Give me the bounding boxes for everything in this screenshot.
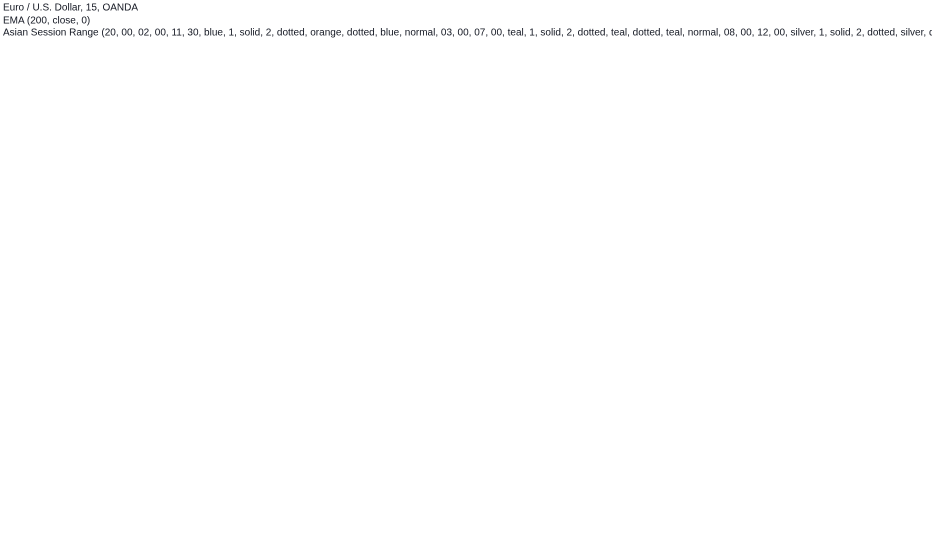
indicator: Asian Session Range (20, 00, 02, 00, 11,… <box>3 28 932 39</box>
indicator: EMA (200, close, 0) <box>3 16 90 27</box>
chart-title: Euro / U.S. Dollar, 15, OANDA <box>3 3 138 14</box>
